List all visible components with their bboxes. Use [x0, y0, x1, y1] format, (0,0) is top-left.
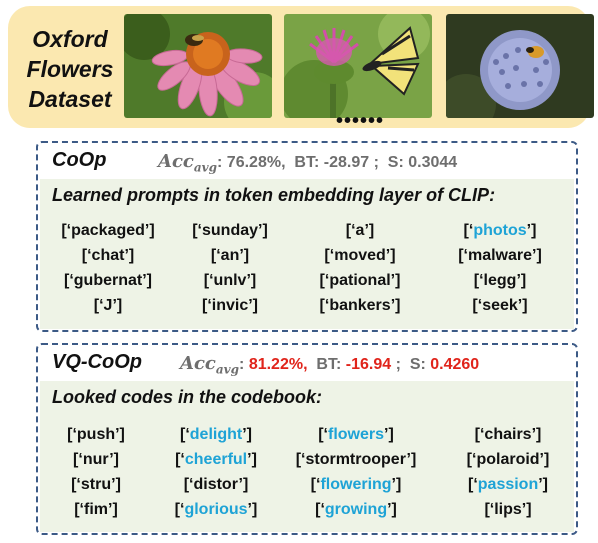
vqcoop-token-text: passion — [477, 476, 539, 493]
vqcoop-token: [‘nur’] — [73, 451, 119, 468]
coop-token-text: malware — [467, 247, 533, 264]
coop-token-text: pational — [329, 272, 391, 289]
coop-bt-label: BT: — [294, 154, 320, 171]
vqcoop-token-text: cheerful — [184, 451, 248, 468]
coop-token: [‘an’] — [210, 247, 250, 264]
vqcoop-s-label: S: — [409, 356, 426, 373]
coop-token: [‘legg’] — [473, 272, 527, 289]
flower-photo-globe-thistle — [446, 14, 594, 118]
vqcoop-token-text: distor — [193, 476, 239, 493]
coop-token-text: chat — [91, 247, 125, 264]
coop-token-text: J — [103, 297, 113, 314]
vqcoop-token: [‘stru’] — [71, 476, 121, 493]
vqcoop-token-text: flowers — [327, 426, 385, 443]
vqcoop-token-text: growing — [324, 501, 388, 518]
vqcoop-s-value: 0.4260 — [430, 356, 480, 373]
vqcoop-token-text: glorious — [184, 501, 248, 518]
vqcoop-codes-box: Looked codes in the codebook: [‘push’] [‘… — [40, 381, 574, 532]
vqcoop-token: [‘cheerful’] — [175, 451, 257, 468]
vqcoop-token: [‘glorious’] — [174, 501, 258, 518]
coop-bt-value: -28.97 ; — [323, 154, 379, 171]
coop-token-text: unlv — [213, 272, 247, 289]
coop-token-text: moved — [334, 247, 386, 264]
vqcoop-token: [‘growing’] — [315, 501, 397, 518]
vqcoop-token: [‘lips’] — [484, 501, 532, 518]
vqcoop-token: [‘flowering’] — [310, 476, 402, 493]
coop-token-text: packaged — [71, 222, 145, 239]
coop-token: [‘packaged’] — [61, 222, 155, 239]
coop-token-text: photos — [473, 222, 527, 239]
vqcoop-panel: VQ-CoOp Accavg: 81.22%, BT: -16.94 ; S: … — [36, 343, 578, 535]
coop-token: [‘malware’] — [458, 247, 542, 264]
coop-token-text: invic — [211, 297, 249, 314]
vqcoop-metrics: Accavg: 81.22%, BT: -16.94 ; S: 0.4260 — [180, 353, 480, 377]
vqcoop-token: [‘push’] — [67, 426, 125, 443]
vqcoop-bt-value: -16.94 — [345, 356, 392, 373]
vqcoop-bt-label: BT: — [316, 356, 342, 373]
coop-token-text: bankers — [329, 297, 391, 314]
vqcoop-token: [‘chairs’] — [474, 426, 542, 443]
vqcoop-panel-header: VQ-CoOp Accavg: 81.22%, BT: -16.94 ; S: … — [38, 345, 576, 381]
coop-token: [‘sunday’] — [192, 222, 268, 239]
vqcoop-token-text: polaroid — [476, 451, 540, 468]
vqcoop-method-label: VQ-CoOp — [52, 351, 142, 373]
coop-panel: CoOp Accavg: 76.28%, BT: -28.97 ; S: 0.3… — [36, 141, 578, 332]
vqcoop-token: [‘distor’] — [183, 476, 249, 493]
coop-token: [‘invic’] — [201, 297, 259, 314]
vqcoop-token-text: flowering — [320, 476, 392, 493]
vqcoop-token-text: chairs — [484, 426, 532, 443]
vqcoop-token-text: nur — [82, 451, 110, 468]
vqcoop-section-title: Looked codes in the codebook: — [52, 387, 323, 407]
coop-acc-value: : 76.28%, — [217, 154, 286, 171]
coop-token-text: gubernat — [73, 272, 143, 289]
coop-token: [‘moved’] — [324, 247, 396, 264]
coop-method-label: CoOp — [52, 149, 107, 171]
coop-token: [‘unlv’] — [203, 272, 257, 289]
vqcoop-token-text: stru — [80, 476, 112, 493]
coop-prompts-box: Learned prompts in token embedding layer… — [40, 179, 574, 329]
dataset-title: Oxford Flowers Dataset — [26, 26, 114, 112]
coop-token-text: seek — [482, 297, 518, 314]
coop-token: [‘gubernat’] — [63, 272, 153, 289]
coop-token: [‘seek’] — [472, 297, 528, 314]
vqcoop-token-text: fim — [84, 501, 108, 518]
coop-token-text: a — [355, 222, 365, 239]
vqcoop-token: [‘delight’] — [180, 426, 252, 443]
coop-token-text: sunday — [201, 222, 259, 239]
vqcoop-token-text: lips — [494, 501, 522, 518]
coop-token: [‘J’] — [93, 297, 123, 314]
coop-token: [‘photos’] — [463, 222, 537, 239]
vqcoop-token: [‘stormtrooper’] — [295, 451, 417, 468]
vqcoop-token: [‘fim’] — [74, 501, 118, 518]
vqcoop-token-text: delight — [189, 426, 243, 443]
coop-s-value: 0.3044 — [408, 154, 458, 171]
vqcoop-token-text: push — [76, 426, 116, 443]
vqcoop-token-text: stormtrooper — [305, 451, 407, 468]
coop-token: [‘bankers’] — [319, 297, 401, 314]
coop-metrics: Accavg: 76.28%, BT: -28.97 ; S: 0.3044 — [158, 151, 457, 175]
coop-acc-label: Accavg — [158, 151, 218, 175]
vqcoop-token: [‘flowers’] — [318, 426, 394, 443]
coop-token: [‘chat’] — [81, 247, 135, 264]
vqcoop-token: [‘passion’] — [467, 476, 549, 493]
coop-section-title: Learned prompts in token embedding layer… — [52, 185, 496, 205]
coop-panel-header: CoOp Accavg: 76.28%, BT: -28.97 ; S: 0.3… — [38, 143, 576, 179]
vqcoop-token: [‘polaroid’] — [466, 451, 550, 468]
more-images-ellipsis: •••••• — [336, 110, 385, 132]
flower-photo-thistle — [284, 14, 432, 118]
dataset-header: Oxford Flowers Dataset — [8, 6, 594, 132]
coop-s-label: S: — [387, 154, 404, 171]
coop-token-text: legg — [483, 272, 517, 289]
vqcoop-acc-label: Accavg — [180, 353, 240, 377]
flower-photo-coneflower — [124, 14, 272, 118]
coop-token: [‘a’] — [345, 222, 375, 239]
coop-token: [‘pational’] — [319, 272, 401, 289]
coop-token-text: an — [220, 247, 240, 264]
vqcoop-acc-value: 81.22%, — [248, 356, 308, 373]
